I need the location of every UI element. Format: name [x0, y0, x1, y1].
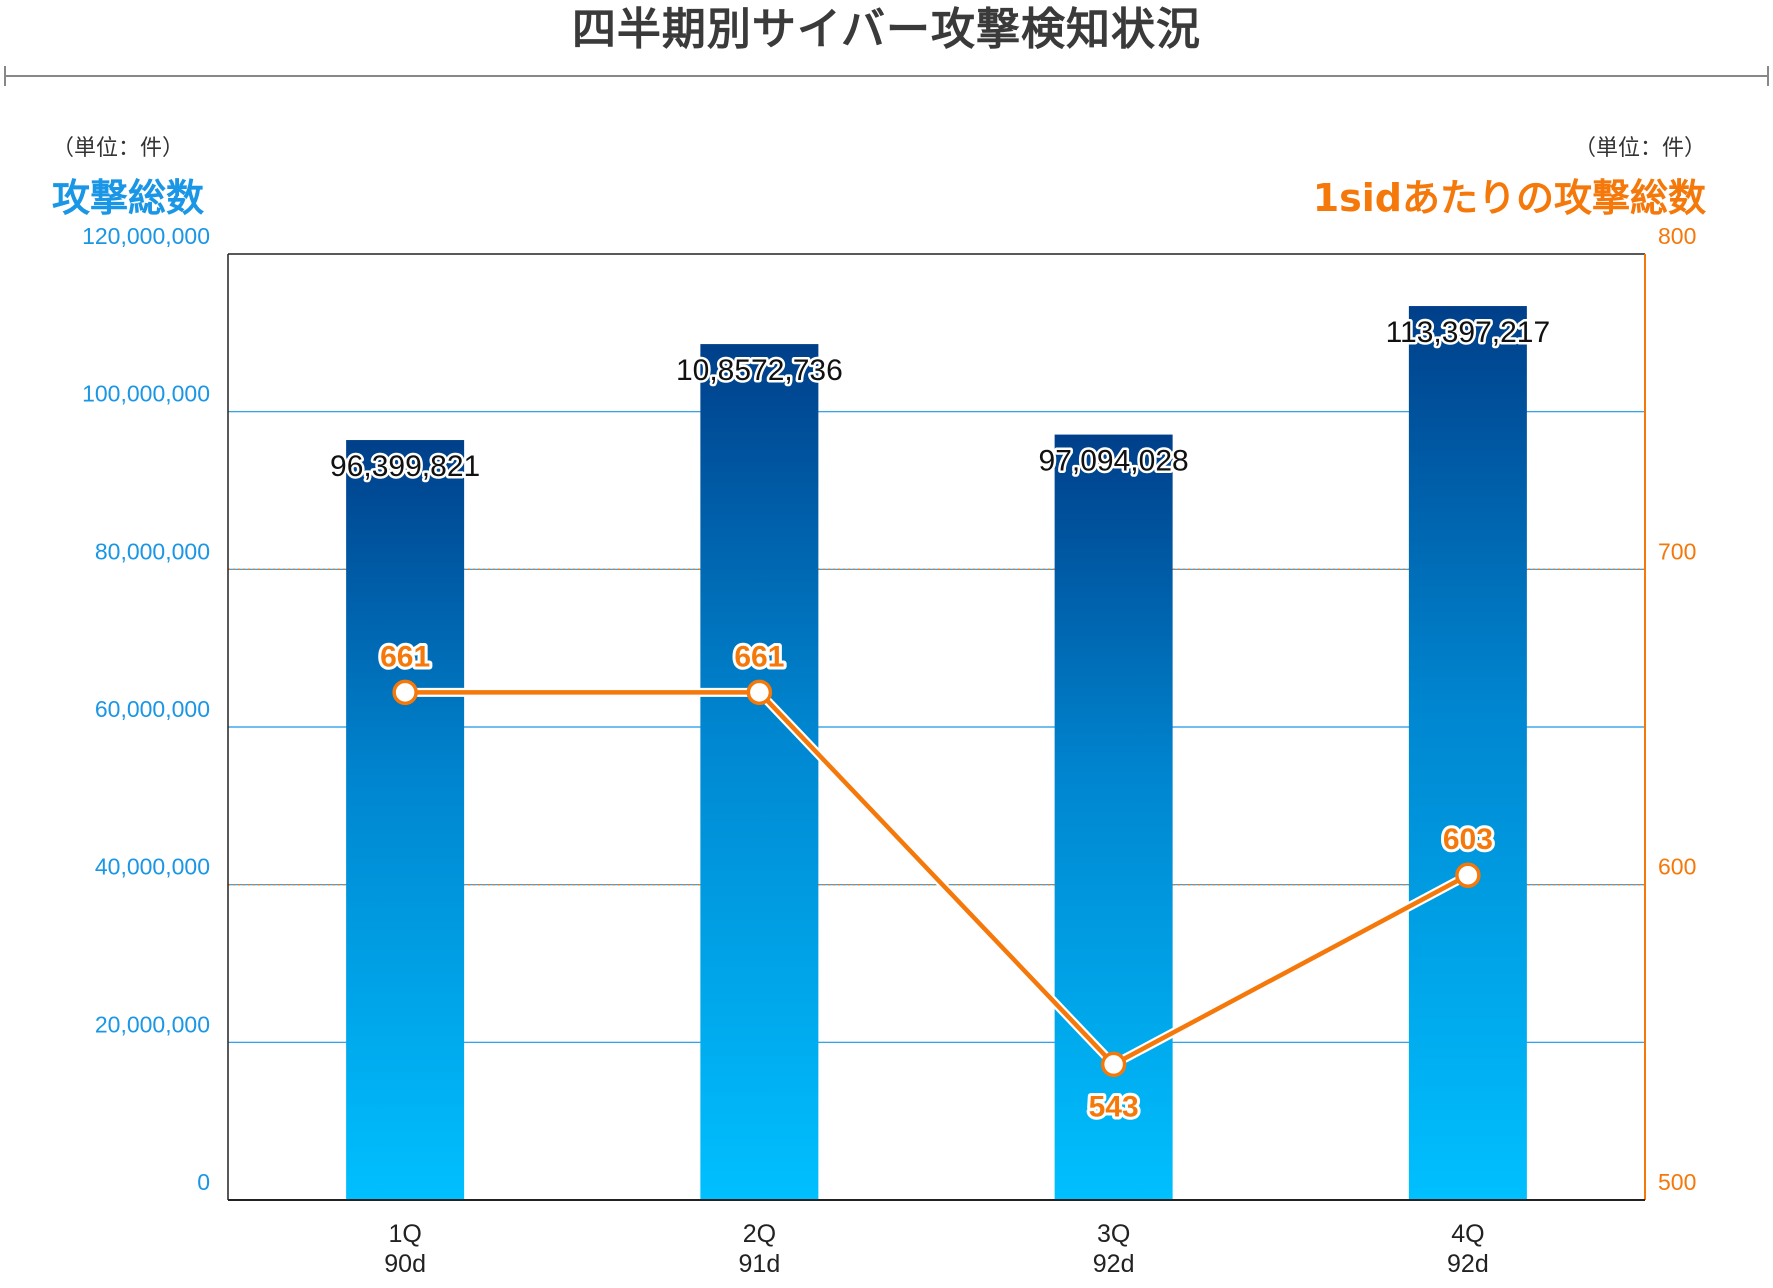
x-category-label: 2Q — [743, 1220, 776, 1248]
line-path — [405, 690, 1469, 1067]
line-point-1Q — [392, 679, 418, 706]
title-divider — [4, 66, 1769, 86]
bar-value-label: 10,8572,736 — [676, 354, 843, 387]
right-tick-label: 600 — [1658, 854, 1696, 880]
left-tick-label: 40,000,000 — [95, 854, 210, 880]
x-category-label: 3Q — [1097, 1220, 1130, 1248]
left-tick-label: 120,000,000 — [82, 223, 210, 249]
x-category-sublabel: 92d — [1093, 1250, 1135, 1278]
left-tick-label: 100,000,000 — [82, 381, 210, 407]
grid-lines — [228, 411, 1645, 1043]
left-tick-label: 0 — [197, 1169, 210, 1195]
bar-value-label: 97,094,028 — [1039, 445, 1189, 478]
left-axis-title: 攻撃総数 — [52, 176, 205, 220]
left-tick-label: 20,000,000 — [95, 1011, 210, 1037]
x-category-sublabel: 91d — [739, 1250, 781, 1278]
chart-title: 四半期別サイバー攻撃検知状況 — [571, 4, 1202, 55]
bar-4Q — [1408, 306, 1527, 1200]
line-series: 661 661 543 603 — [377, 637, 1496, 1126]
line-point-4Q — [1455, 862, 1481, 888]
x-category-label: 4Q — [1451, 1220, 1484, 1248]
bar-1Q — [346, 440, 465, 1200]
right-tick-label: 500 — [1658, 1169, 1696, 1195]
bar-3Q — [1054, 434, 1173, 1200]
bar-value-labels: 96,399,821 10,8572,736 97,094,028 113,397,2… — [328, 314, 1553, 486]
right-axis-title: 1sidあたりの攻撃総数 — [1312, 176, 1706, 220]
bar-series — [346, 306, 1527, 1200]
bar-2Q — [700, 344, 819, 1200]
x-category-sublabel: 92d — [1447, 1250, 1489, 1278]
left-axis-ticks: 0 20,000,000 40,000,000 60,000,000 80,000,00… — [82, 223, 210, 1195]
right-axis-unit: （単位：件） — [1573, 136, 1706, 161]
line-value-label: 543 — [1089, 1090, 1139, 1123]
line-point-2Q — [746, 679, 773, 706]
plot-frame — [227, 253, 1646, 1201]
bar-value-label: 96,399,821 — [330, 450, 480, 483]
right-tick-label: 800 — [1658, 223, 1696, 249]
left-axis-unit: （単位：件） — [52, 136, 185, 161]
bar-value-label: 113,397,217 — [1386, 316, 1551, 349]
left-tick-label: 80,000,000 — [95, 538, 210, 564]
line-value-label: 661 — [734, 640, 784, 673]
line-value-label: 603 — [1443, 823, 1493, 856]
right-axis-ticks: 500 600 700 800 — [1658, 223, 1696, 1195]
x-category-sublabel: 90d — [384, 1250, 426, 1278]
line-point-3Q — [1100, 1051, 1127, 1078]
left-tick-label: 60,000,000 — [95, 696, 210, 722]
line-value-label: 661 — [380, 640, 430, 673]
right-tick-label: 700 — [1658, 538, 1696, 564]
x-category-label: 1Q — [388, 1220, 421, 1248]
